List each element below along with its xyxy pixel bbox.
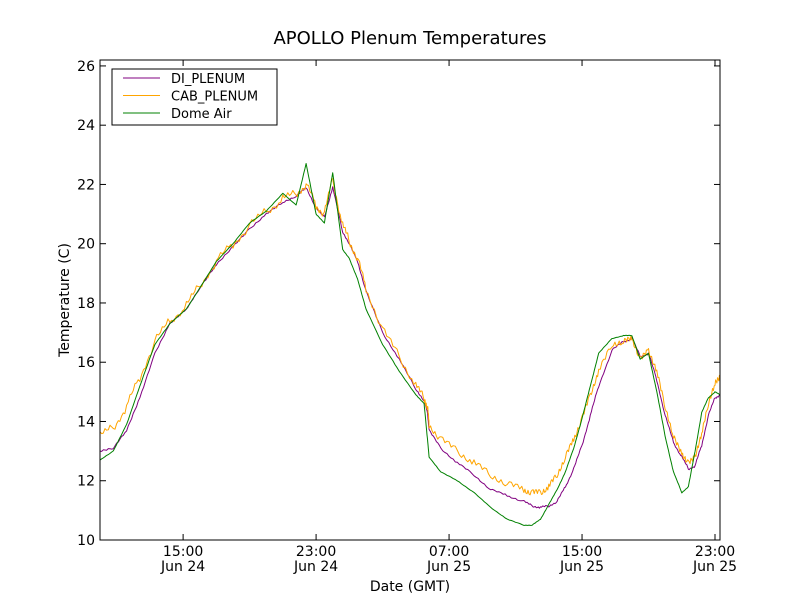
legend-label: DI_PLENUM xyxy=(171,72,245,87)
x-tick-time-label: 23:00 xyxy=(695,544,735,560)
x-tick-date-label: Jun 24 xyxy=(160,559,205,575)
y-tick-label: 24 xyxy=(77,118,95,134)
x-axis-label: Date (GMT) xyxy=(370,579,450,595)
series-line-dome-air xyxy=(99,163,721,526)
legend: DI_PLENUM CAB_PLENUM Dome Air xyxy=(111,68,278,126)
x-tick-date-label: Jun 24 xyxy=(293,559,338,575)
series-line-cab-plenum xyxy=(99,178,721,496)
x-tick-date-label: Jun 25 xyxy=(692,559,737,575)
y-axis-label: Temperature (C) xyxy=(57,243,73,358)
y-tick-label: 14 xyxy=(77,414,95,430)
y-tick-label: 22 xyxy=(77,177,95,193)
x-tick-date-label: Jun 25 xyxy=(426,559,471,575)
x-tick-time-label: 15:00 xyxy=(562,544,602,560)
chart-title: APOLLO Plenum Temperatures xyxy=(273,28,546,49)
plot-area xyxy=(100,60,720,540)
series-layer xyxy=(99,163,721,526)
legend-label: CAB_PLENUM xyxy=(171,90,258,105)
y-tick-label: 20 xyxy=(77,237,95,253)
y-tick-label: 12 xyxy=(77,474,95,490)
legend-label: Dome Air xyxy=(171,107,232,122)
plot-frame xyxy=(99,59,721,541)
y-tick-label: 16 xyxy=(77,355,95,371)
y-tick-label: 26 xyxy=(77,59,95,75)
x-tick-time-label: 15:00 xyxy=(163,544,203,560)
x-tick-date-label: Jun 25 xyxy=(559,559,604,575)
y-tick-label: 18 xyxy=(77,296,95,312)
y-tick-label: 10 xyxy=(77,533,95,549)
x-tick-time-label: 23:00 xyxy=(296,544,336,560)
x-tick-time-label: 07:00 xyxy=(429,544,469,560)
y-axis: 10 12 14 16 18 20 22 24 26 xyxy=(77,59,720,549)
